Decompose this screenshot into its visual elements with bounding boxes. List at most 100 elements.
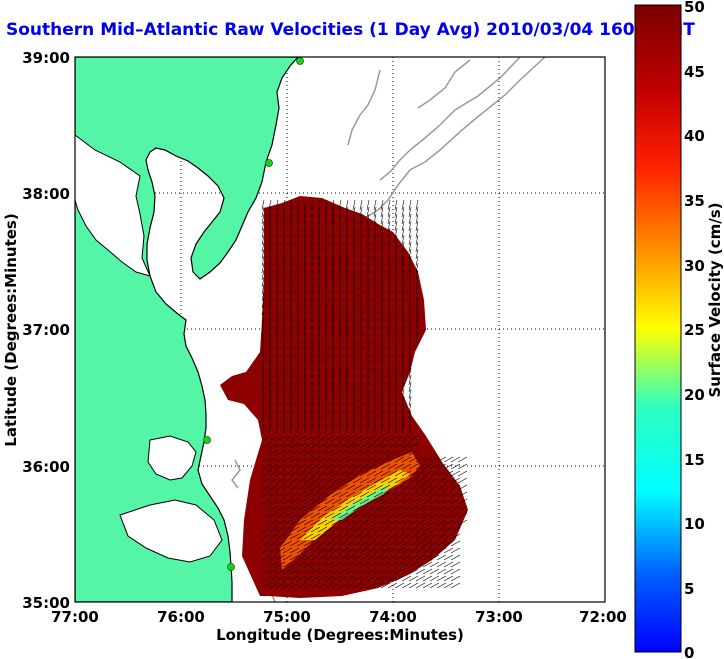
velocity-arrow — [324, 220, 328, 232]
velocity-arrow — [408, 269, 412, 281]
velocity-arrow — [359, 220, 363, 232]
velocity-arrow — [324, 435, 335, 442]
velocity-arrow — [373, 554, 384, 561]
velocity-arrow — [408, 402, 412, 414]
velocity-arrow — [317, 332, 321, 344]
velocity-arrow — [310, 248, 314, 260]
velocity-arrow — [415, 554, 426, 561]
velocity-arrow — [289, 402, 293, 414]
velocity-arrow — [282, 456, 293, 463]
velocity-arrow — [289, 325, 293, 337]
velocity-arrow — [310, 561, 321, 568]
velocity-arrow — [345, 540, 356, 547]
velocity-arrow — [373, 220, 377, 232]
velocity-arrow — [443, 575, 454, 582]
velocity-arrow — [261, 554, 272, 561]
velocity-arrow — [415, 199, 419, 211]
velocity-arrow — [282, 241, 286, 253]
velocity-arrow — [310, 199, 314, 211]
velocity-arrow — [359, 533, 370, 540]
velocity-arrow — [310, 388, 314, 400]
velocity-arrow — [303, 297, 307, 309]
velocity-arrow — [282, 561, 293, 568]
velocity-arrow — [366, 547, 377, 554]
velocity-arrow — [289, 241, 293, 253]
velocity-arrow — [352, 484, 363, 491]
velocity-arrow — [310, 346, 314, 358]
velocity-arrow — [331, 526, 342, 533]
velocity-arrow — [310, 304, 314, 316]
velocity-arrow — [345, 533, 356, 540]
velocity-arrow — [310, 297, 314, 309]
velocity-arrow — [345, 283, 349, 295]
velocity-arrow — [289, 449, 300, 456]
velocity-arrow — [296, 290, 300, 302]
velocity-arrow — [275, 339, 279, 351]
velocity-arrow — [275, 283, 279, 295]
velocity-arrow — [324, 505, 335, 512]
velocity-arrow — [387, 276, 391, 288]
velocity-arrow — [450, 484, 461, 491]
velocity-arrow — [387, 262, 391, 274]
velocity-arrow — [296, 477, 307, 484]
velocity-arrow — [401, 269, 405, 281]
velocity-arrow — [317, 484, 328, 491]
velocity-arrow — [394, 374, 398, 386]
velocity-arrow — [324, 206, 328, 218]
velocity-arrow — [345, 409, 349, 421]
velocity-arrow — [394, 367, 398, 379]
velocity-arrow — [296, 367, 300, 379]
velocity-arrow — [415, 290, 419, 302]
velocity-arrow — [296, 498, 307, 505]
velocity-arrow — [268, 547, 279, 554]
velocity-arrow — [275, 484, 286, 491]
velocity-arrow — [275, 381, 279, 393]
velocity-arrow — [415, 568, 426, 575]
velocity-arrow — [289, 283, 293, 295]
velocity-arrow — [310, 381, 314, 393]
velocity-arrow — [380, 463, 391, 470]
velocity-arrow — [324, 381, 328, 393]
velocity-arrow — [387, 297, 391, 309]
velocity-arrow — [303, 463, 314, 470]
velocity-arrow — [373, 526, 384, 533]
velocity-arrow — [359, 199, 363, 211]
velocity-arrow — [324, 241, 328, 253]
velocity-arrow — [429, 484, 440, 491]
velocity-arrow — [317, 318, 321, 330]
velocity-arrow — [401, 533, 412, 540]
velocity-arrow — [366, 360, 370, 372]
velocity-arrow — [345, 435, 356, 442]
velocity-arrow — [303, 435, 314, 442]
velocity-arrow — [415, 304, 419, 316]
velocity-arrow — [366, 276, 370, 288]
velocity-arrow — [394, 470, 405, 477]
velocity-arrow — [331, 435, 342, 442]
velocity-arrow — [275, 540, 286, 547]
velocity-arrow — [394, 477, 405, 484]
velocity-arrow — [310, 416, 314, 428]
velocity-arrow — [352, 388, 356, 400]
velocity-arrow — [380, 353, 384, 365]
velocity-arrow — [317, 402, 321, 414]
velocity-arrow — [415, 533, 426, 540]
velocity-arrow — [282, 339, 286, 351]
velocity-arrow — [443, 470, 454, 477]
velocity-arrow — [275, 512, 286, 519]
velocity-arrow — [359, 234, 363, 246]
velocity-arrow — [261, 423, 265, 435]
velocity-arrow — [268, 234, 272, 246]
velocity-arrow — [303, 416, 307, 428]
velocity-arrow — [296, 220, 300, 232]
velocity-arrow — [310, 262, 314, 274]
velocity-arrow — [436, 456, 447, 463]
velocity-arrow — [359, 395, 363, 407]
velocity-arrow — [352, 304, 356, 316]
velocity-arrow — [310, 367, 314, 379]
velocity-arrow — [373, 255, 377, 267]
station-marker — [265, 159, 273, 167]
velocity-arrow — [373, 325, 377, 337]
velocity-arrow — [373, 304, 377, 316]
velocity-arrow — [268, 533, 279, 540]
velocity-arrow — [331, 456, 342, 463]
